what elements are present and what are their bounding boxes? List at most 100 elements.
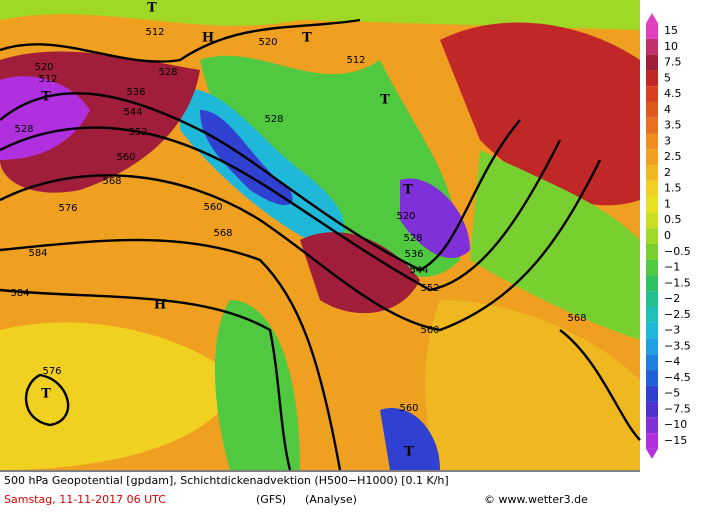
pressure-center: H xyxy=(154,298,166,313)
field xyxy=(0,322,240,470)
colorbar-label: −4.5 xyxy=(664,371,691,384)
field xyxy=(300,232,420,314)
contour-label: 560 xyxy=(203,202,222,213)
contour-label: 560 xyxy=(420,325,439,336)
colorbar-label: −1.5 xyxy=(664,276,691,289)
contour-label: 528 xyxy=(403,233,422,244)
pressure-center: T xyxy=(302,31,312,46)
contour xyxy=(0,92,521,272)
colorbar-band xyxy=(646,70,658,87)
field xyxy=(215,300,300,470)
colorbar-label: 2 xyxy=(664,166,671,179)
colorbar-label: 4 xyxy=(664,103,671,116)
contour-label: 536 xyxy=(126,87,145,98)
contour-label: 544 xyxy=(123,107,142,118)
pressure-center: T xyxy=(41,90,51,105)
colorbar-band xyxy=(646,149,658,166)
colorbar: 15 10 7.5 5 4.5 4 3.5 3 2.5 2 1.5 1 0.5 0 −0.5 −1 −1.5 −2… xyxy=(646,13,691,459)
contour xyxy=(0,159,602,332)
colorbar-band xyxy=(646,306,658,323)
field xyxy=(400,178,470,259)
colorbar-band xyxy=(646,243,658,260)
contour-label: 568 xyxy=(567,313,586,324)
contour-label: 520 xyxy=(396,211,415,222)
pressure-center: T xyxy=(41,387,51,402)
colorbar-band xyxy=(646,401,658,418)
contour-label: 552 xyxy=(128,127,147,138)
colorbar-label: 3.5 xyxy=(664,119,682,132)
pressure-center: T xyxy=(403,183,413,198)
contour-label: 544 xyxy=(409,265,428,276)
colorbar-band xyxy=(646,228,658,244)
contour-label: 528 xyxy=(158,67,177,78)
contour-label: 512 xyxy=(346,55,365,66)
colorbar-label: 15 xyxy=(664,24,678,37)
colorbar-band xyxy=(646,417,658,434)
contour xyxy=(559,329,641,441)
colorbar-label: 1 xyxy=(664,197,671,210)
field xyxy=(200,55,460,277)
contour-label: 568 xyxy=(213,228,232,239)
colorbar-band xyxy=(646,38,658,55)
field xyxy=(380,408,440,470)
pressure-center: H xyxy=(202,31,214,46)
map xyxy=(0,0,641,471)
colorbar-label: −15 xyxy=(664,434,687,447)
colorbar-band xyxy=(646,354,658,371)
colorbar-band xyxy=(646,338,658,355)
contour-label: 568 xyxy=(102,176,121,187)
colorbar-label: −4 xyxy=(664,355,680,368)
colorbar-band xyxy=(646,196,658,213)
field xyxy=(425,300,640,470)
colorbar-label: 5 xyxy=(664,71,671,84)
colorbar-label: 1.5 xyxy=(664,182,682,195)
colorbar-band xyxy=(646,23,658,39)
colorbar-band xyxy=(646,180,658,197)
field xyxy=(440,22,640,206)
colorbar-label: 10 xyxy=(664,40,678,53)
contour-label: 520 xyxy=(258,37,277,48)
colorbar-band xyxy=(646,133,658,150)
footer-date: Samstag, 11-11-2017 06 UTC xyxy=(4,493,166,506)
colorbar-band xyxy=(646,275,658,292)
colorbar-band xyxy=(646,212,658,229)
colorbar-label: −7.5 xyxy=(664,402,691,415)
contour-label: 584 xyxy=(28,248,47,259)
contour-label: 560 xyxy=(399,403,418,414)
pressure-center: T xyxy=(147,1,157,16)
footer-model: (GFS) xyxy=(256,493,286,506)
contour xyxy=(0,238,342,471)
pressure-center: T xyxy=(380,93,390,108)
colorbar-label: 3 xyxy=(664,134,671,147)
colorbar-label: 4.5 xyxy=(664,87,682,100)
footer-run: (Analyse) xyxy=(305,493,357,506)
colorbar-band xyxy=(646,385,658,402)
colorbar-label: −2 xyxy=(664,292,680,305)
contour xyxy=(0,126,562,292)
colorbar-arrow xyxy=(646,13,658,24)
contour xyxy=(0,18,361,63)
colorbar-label: 2.5 xyxy=(664,150,682,163)
contour-label: 528 xyxy=(14,124,33,135)
contour-label: 552 xyxy=(420,283,439,294)
colorbar-label: −5 xyxy=(664,387,680,400)
colorbar-arrow xyxy=(646,448,658,459)
contour-label: 512 xyxy=(38,74,57,85)
colorbar-band xyxy=(646,370,658,386)
colorbar-label: −3.5 xyxy=(664,339,691,352)
field xyxy=(470,150,640,340)
contour-label: 528 xyxy=(264,114,283,125)
colorbar-band xyxy=(646,54,658,71)
colorbar-label: −2.5 xyxy=(664,308,691,321)
contour xyxy=(0,288,292,471)
colorbar-label: 0 xyxy=(664,229,671,242)
colorbar-label: 7.5 xyxy=(664,56,682,69)
colorbar-label: −0.5 xyxy=(664,245,691,258)
colorbar-band xyxy=(646,117,658,134)
colorbar-band xyxy=(646,165,658,181)
contour xyxy=(25,373,70,427)
contour-label: 576 xyxy=(58,203,77,214)
colorbar-band xyxy=(646,259,658,276)
colorbar-band xyxy=(646,322,658,339)
